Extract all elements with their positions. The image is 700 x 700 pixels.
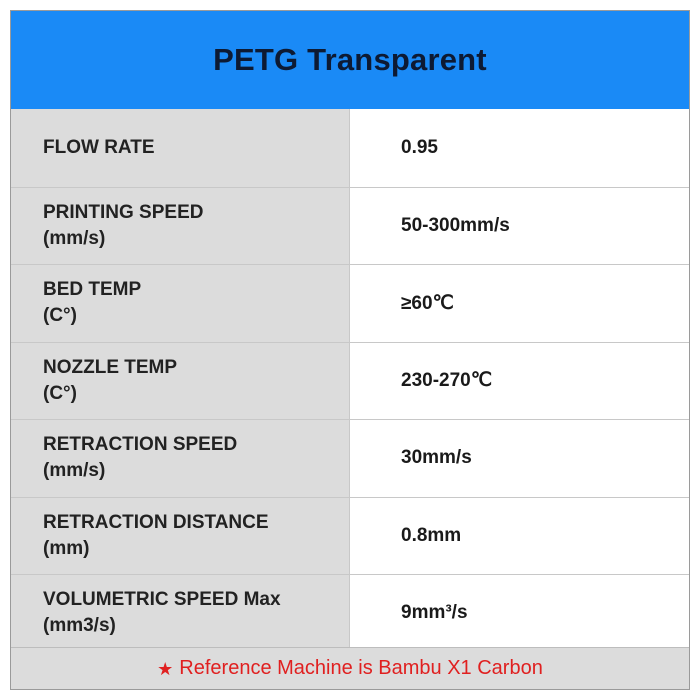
spec-label-cell: RETRACTION SPEED (mm/s)	[11, 420, 350, 497]
spec-unit: (mm3/s)	[43, 615, 116, 637]
spec-unit: (mm/s)	[43, 227, 106, 249]
spec-label: BED TEMP	[43, 279, 142, 301]
spec-label: RETRACTION SPEED	[43, 434, 238, 456]
spec-label: FLOW RATE	[43, 136, 155, 158]
spec-value: 230-270℃	[401, 370, 493, 392]
spec-value: ≥60℃	[401, 292, 454, 314]
footer-note: ★ Reference Machine is Bambu X1 Carbon	[11, 647, 689, 689]
spec-label-cell: PRINTING SPEED (mm/s)	[11, 187, 350, 264]
spec-row-retraction-speed: RETRACTION SPEED (mm/s) 30mm/s	[11, 419, 689, 497]
spec-value-cell: 9mm³/s	[350, 575, 689, 652]
spec-value-cell: ≥60℃	[350, 265, 689, 342]
spec-label: RETRACTION DISTANCE	[43, 511, 269, 533]
spec-label: PRINTING SPEED	[43, 201, 204, 223]
spec-value: 0.8mm	[401, 524, 462, 546]
header-banner: PETG Transparent	[11, 11, 689, 109]
spec-value: 30mm/s	[401, 447, 472, 469]
spec-label-cell: RETRACTION DISTANCE (mm)	[11, 497, 350, 574]
spec-row-flow-rate: FLOW RATE 0.95	[11, 109, 689, 187]
spec-label-cell: FLOW RATE	[11, 109, 350, 187]
star-icon: ★	[157, 658, 174, 679]
spec-card: PETG Transparent FLOW RATE 0.95 PRINTING…	[10, 10, 690, 690]
spec-label-cell: VOLUMETRIC SPEED Max (mm3/s)	[11, 575, 350, 652]
spec-unit: (mm/s)	[43, 460, 106, 482]
spec-row-printing-speed: PRINTING SPEED (mm/s) 50-300mm/s	[11, 186, 689, 264]
spec-value-cell: 0.8mm	[350, 497, 689, 574]
footer-text: Reference Machine is Bambu X1 Carbon	[179, 657, 543, 679]
spec-value: 0.95	[401, 136, 438, 158]
spec-label: NOZZLE TEMP	[43, 356, 178, 378]
spec-row-bed-temp: BED TEMP (C°) ≥60℃	[11, 264, 689, 342]
spec-value-cell: 230-270℃	[350, 342, 689, 419]
spec-row-nozzle-temp: NOZZLE TEMP (C°) 230-270℃	[11, 341, 689, 419]
spec-unit: (mm)	[43, 537, 90, 559]
spec-value: 50-300mm/s	[401, 214, 510, 236]
spec-unit: (C°)	[43, 382, 77, 404]
spec-row-volumetric-speed: VOLUMETRIC SPEED Max (mm3/s) 9mm³/s	[11, 574, 689, 652]
spec-row-retraction-distance: RETRACTION DISTANCE (mm) 0.8mm	[11, 496, 689, 574]
spec-value-cell: 30mm/s	[350, 420, 689, 497]
page-title: PETG Transparent	[213, 42, 487, 77]
spec-unit: (C°)	[43, 305, 77, 327]
spec-table: FLOW RATE 0.95 PRINTING SPEED (mm/s) 50-…	[11, 109, 689, 652]
spec-value: 9mm³/s	[401, 602, 468, 624]
spec-label: VOLUMETRIC SPEED Max	[43, 589, 281, 611]
spec-value-cell: 50-300mm/s	[350, 187, 689, 264]
spec-label-cell: NOZZLE TEMP (C°)	[11, 342, 350, 419]
spec-label-cell: BED TEMP (C°)	[11, 265, 350, 342]
spec-value-cell: 0.95	[350, 109, 689, 187]
